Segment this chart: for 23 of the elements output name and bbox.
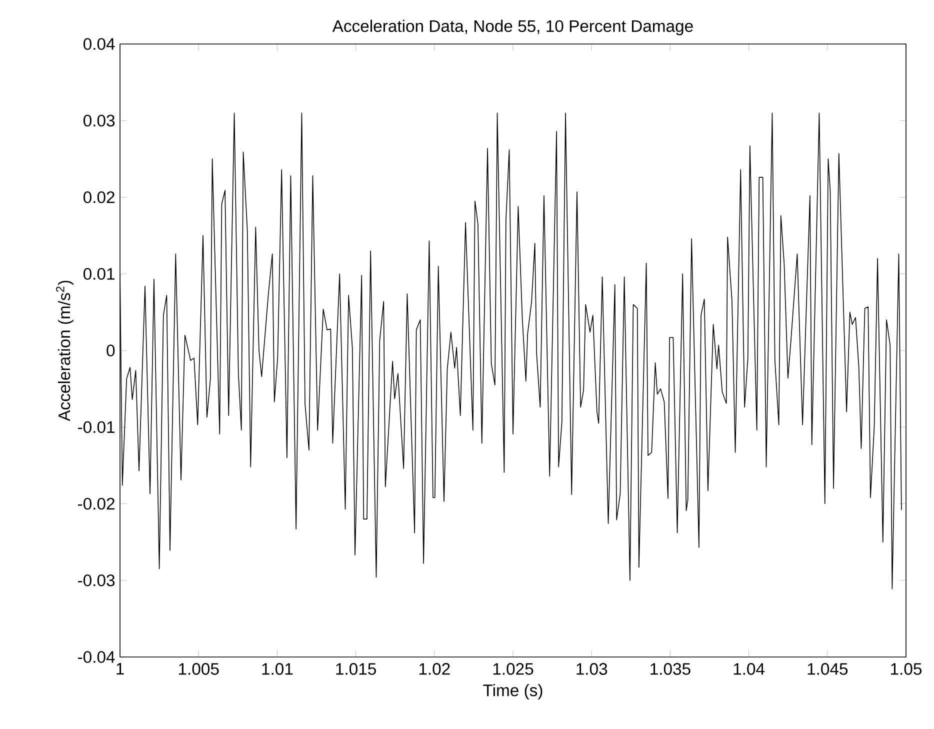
y-axis-title: Acceleration (m/s$^{2}$) [56,280,74,422]
chart-title: Acceleration Data, Node 55, 10 Percent Damage [332,20,693,36]
x-tick-label: 1.04 [734,663,765,675]
x-axis-title: Time (s) [483,684,542,700]
y-tick-label: 0.01 [84,268,114,280]
x-tick-label: 1.01 [262,663,293,675]
x-tick-label: 1.025 [493,663,534,675]
x-tick-label: 1.015 [336,663,376,675]
x-tick-label: 1.03 [576,663,608,675]
y-tick-label: 0.02 [84,191,114,204]
y-tick-label: 0 [106,344,115,356]
x-tick-label: 1.05 [891,663,922,675]
x-tick-label: 1.035 [650,663,690,675]
y-tick-label: -0.02 [78,498,114,510]
x-tick-label: 1.005 [179,663,219,675]
y-tick-label: -0.01 [78,421,114,434]
x-tick-label: 1.045 [808,663,848,675]
y-tick-label: -0.04 [78,651,115,663]
x-tick-label: 1 [116,663,124,675]
y-tick-label: 0.03 [84,114,115,127]
y-tick-label: 0.04 [84,38,115,50]
y-tick-label: -0.03 [78,574,115,586]
x-tick-label: 1.02 [419,663,450,675]
